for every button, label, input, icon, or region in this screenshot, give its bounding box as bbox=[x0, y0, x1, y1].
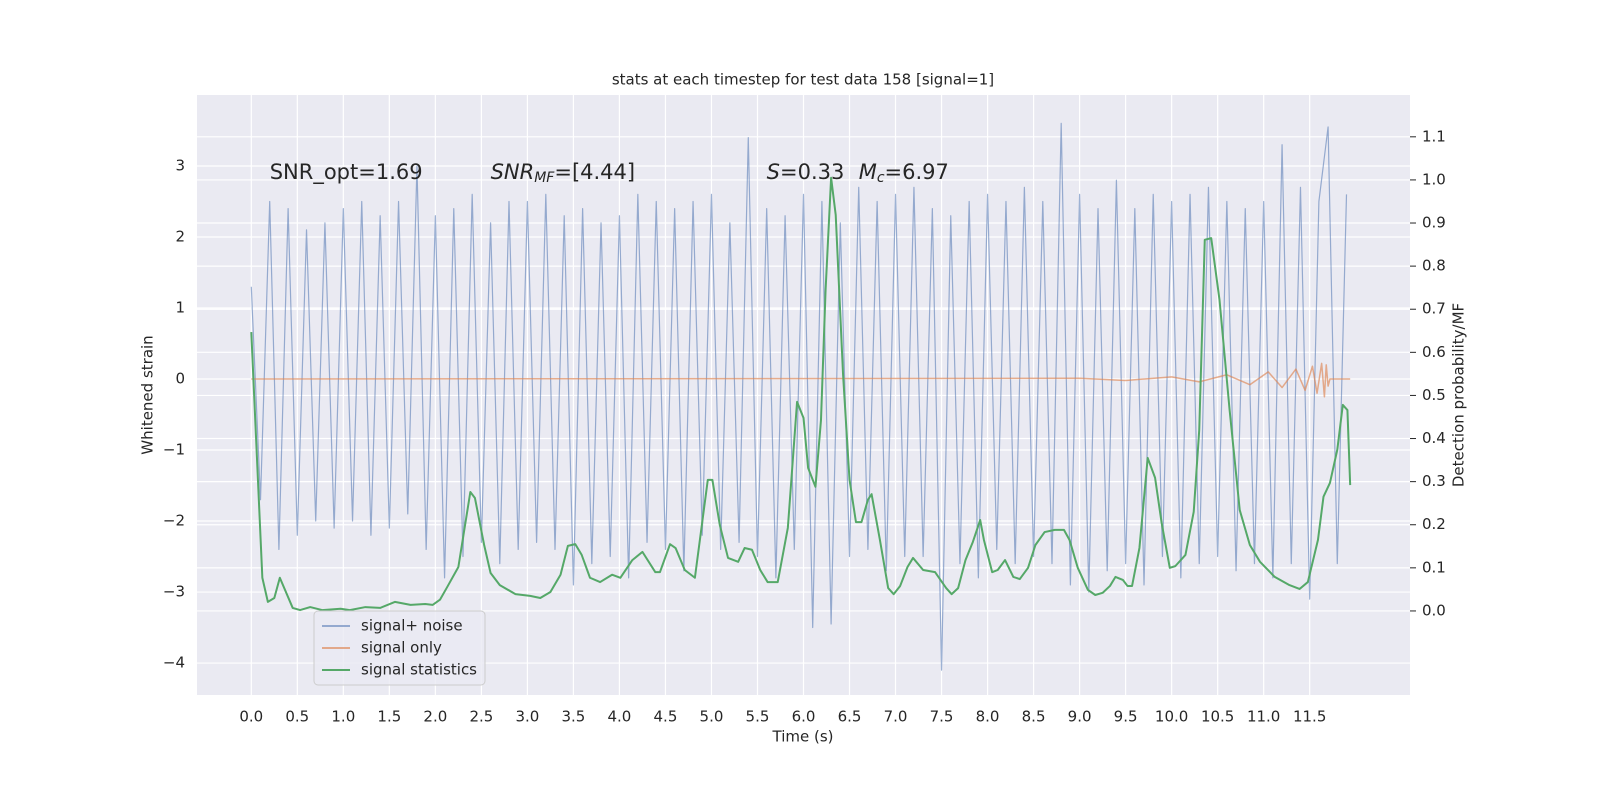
annotation-text: =6.97 bbox=[885, 160, 949, 184]
y-tick-label: −4 bbox=[163, 654, 185, 672]
x-tick-label: 10.5 bbox=[1201, 708, 1234, 726]
annotation-symbol: M bbox=[859, 160, 877, 184]
x-tick-label: 0.0 bbox=[239, 708, 263, 726]
marks bbox=[250, 122, 1352, 671]
x-tick-label: 7.0 bbox=[884, 708, 908, 726]
y2-axis-label: Detection probability/MF bbox=[1450, 303, 1468, 487]
x-tick-label: 8.5 bbox=[1022, 708, 1046, 726]
x-tick-label: 2.5 bbox=[469, 708, 493, 726]
y-tick-label: −3 bbox=[163, 583, 185, 601]
x-tick-label: 3.0 bbox=[515, 708, 539, 726]
x-tick-label: 1.0 bbox=[331, 708, 355, 726]
x-tick-label: 11.5 bbox=[1293, 708, 1326, 726]
annotation-text: =0.33 bbox=[780, 160, 844, 184]
series-line bbox=[250, 176, 1352, 612]
x-tick-label: 5.5 bbox=[746, 708, 770, 726]
x-tick-label: 5.0 bbox=[700, 708, 724, 726]
y2-tick-label: 0.2 bbox=[1422, 515, 1446, 533]
x-tick-label: 7.5 bbox=[930, 708, 954, 726]
x-tick-label: 4.5 bbox=[654, 708, 678, 726]
y2-tick-label: 0.9 bbox=[1422, 214, 1446, 232]
x-tick-label: 3.5 bbox=[561, 708, 585, 726]
y-tick-label: 3 bbox=[175, 157, 185, 175]
x-tick-label: 1.5 bbox=[377, 708, 401, 726]
x-tick-label: 8.0 bbox=[976, 708, 1000, 726]
y-tick-label: −1 bbox=[163, 441, 185, 459]
y2-tick-label: 0.8 bbox=[1422, 257, 1446, 275]
y2-tick-label: 0.7 bbox=[1422, 300, 1446, 318]
x-tick-label: 4.0 bbox=[608, 708, 632, 726]
y2-tick-label: 0.3 bbox=[1422, 472, 1446, 490]
series-line bbox=[251, 362, 1351, 398]
x-axis-label: Time (s) bbox=[772, 728, 834, 746]
y2-tick-label: 0.0 bbox=[1422, 601, 1446, 619]
annotation-subscript: MF bbox=[534, 170, 555, 186]
y2-tick-label: 0.4 bbox=[1422, 429, 1446, 447]
series-line bbox=[250, 122, 1348, 671]
y-tick-label: 0 bbox=[175, 370, 185, 388]
x-tick-label: 6.5 bbox=[838, 708, 862, 726]
y2-tick-label: 0.5 bbox=[1422, 386, 1446, 404]
annotation: SNR_opt=1.69 bbox=[270, 160, 423, 185]
chart-title: stats at each timestep for test data 158… bbox=[612, 71, 994, 89]
x-tick-label: 9.0 bbox=[1068, 708, 1092, 726]
annotation-text: SNR_opt=1.69 bbox=[270, 160, 423, 185]
x-tick-label: 11.0 bbox=[1247, 708, 1280, 726]
x-tick-label: 2.0 bbox=[423, 708, 447, 726]
y-tick-label: 2 bbox=[175, 228, 185, 246]
x-tick-label: 10.0 bbox=[1155, 708, 1188, 726]
annotation: SNRMF=[4.44] bbox=[491, 160, 636, 186]
y-tick-label: −2 bbox=[163, 512, 185, 530]
x-tick-label: 9.5 bbox=[1114, 708, 1138, 726]
annotation-symbol: S bbox=[767, 160, 780, 184]
legend-label: signal only bbox=[361, 639, 442, 657]
legend-box bbox=[313, 610, 486, 686]
annotation-symbol: SNR bbox=[491, 160, 535, 184]
annotation-subscript: c bbox=[877, 170, 885, 186]
y2-tick-label: 1.0 bbox=[1422, 170, 1446, 188]
legend-label: signal+ noise bbox=[361, 617, 463, 635]
y-axis-label: Whitened strain bbox=[139, 335, 157, 454]
y2-tick-label: 1.1 bbox=[1422, 127, 1446, 145]
legend-label: signal statistics bbox=[361, 661, 477, 679]
annotation: Mc=6.97 bbox=[859, 160, 949, 186]
y-tick-label: 1 bbox=[175, 299, 185, 317]
y2-tick-label: 0.1 bbox=[1422, 558, 1446, 576]
x-tick-label: 6.0 bbox=[792, 708, 816, 726]
annotation-text: =[4.44] bbox=[554, 160, 635, 184]
annotation: S=0.33 bbox=[767, 160, 845, 184]
y2-tick-label: 0.6 bbox=[1422, 343, 1446, 361]
x-tick-label: 0.5 bbox=[285, 708, 309, 726]
